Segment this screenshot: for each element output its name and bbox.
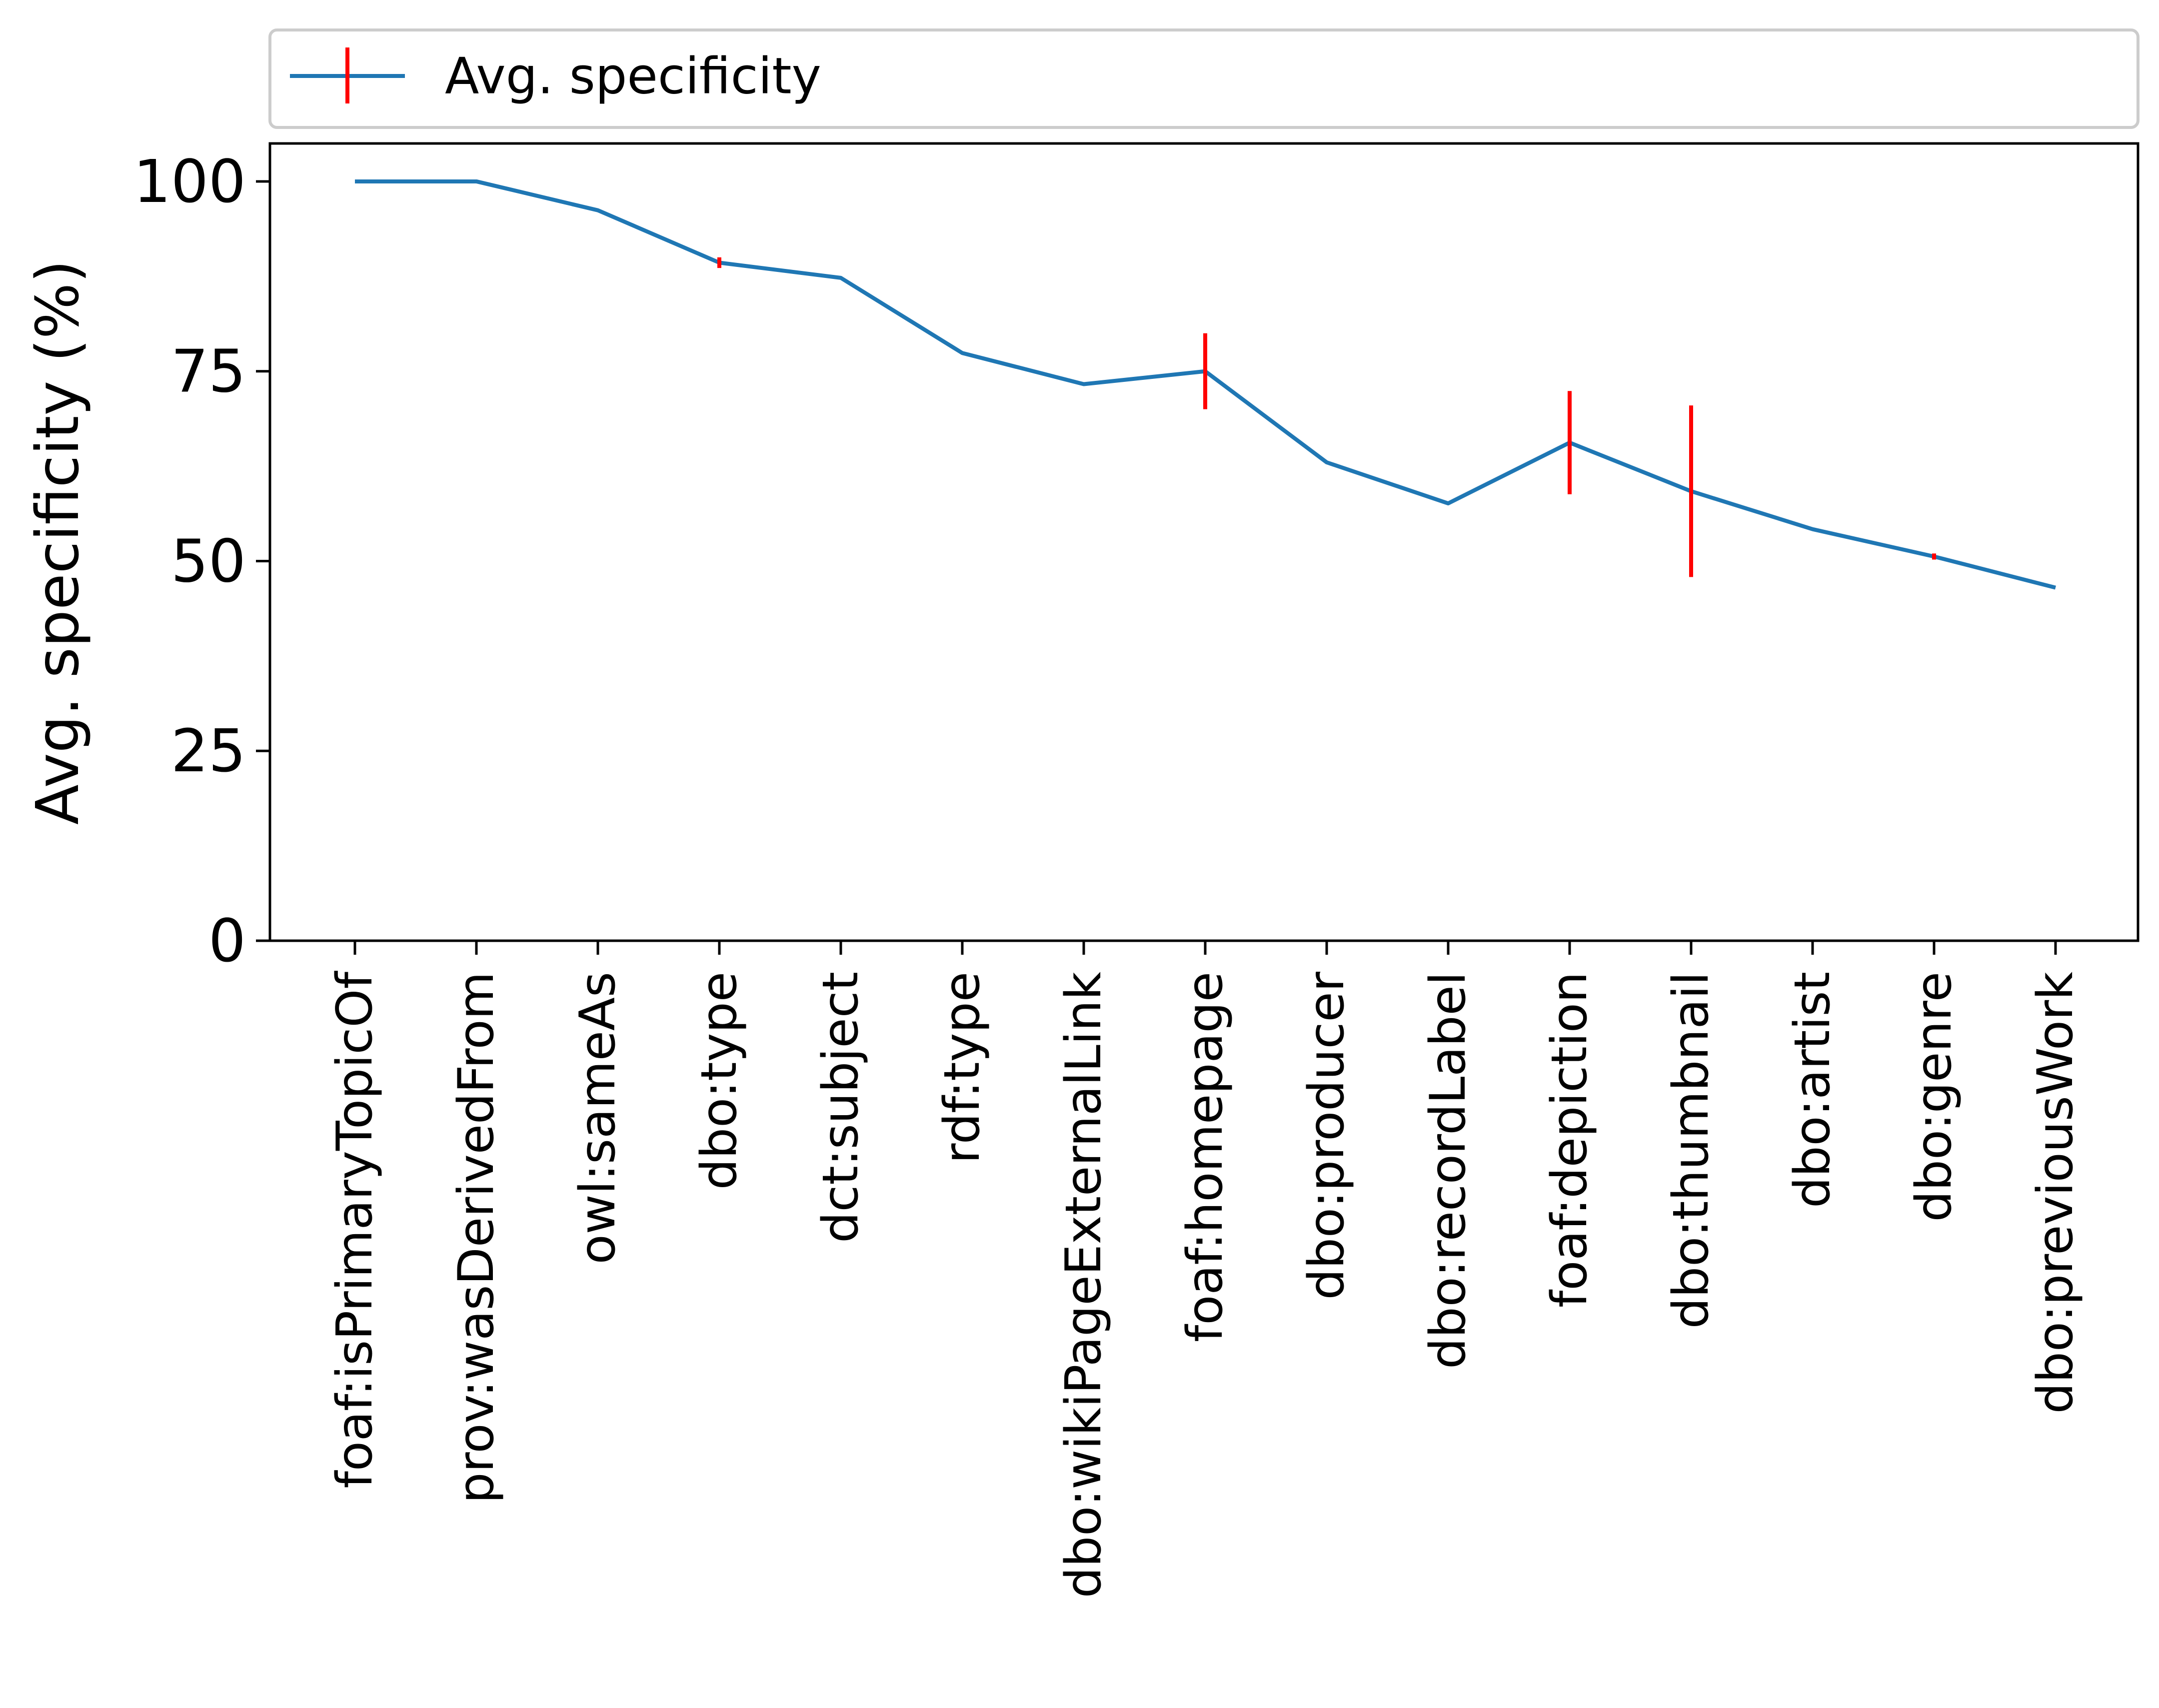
y-tick-label: 0 [208,906,246,975]
x-tick-label: foaf:isPrimaryTopicOf [326,971,383,1489]
y-tick-label: 100 [133,147,246,216]
x-tick-label: dbo:producer [1298,971,1355,1300]
legend-label: Avg. specificity [445,47,821,105]
y-tick-label: 25 [171,716,246,785]
x-tick-label: dbo:previousWork [2027,972,2084,1414]
x-tick-label: dct:subject [812,972,869,1243]
x-tick-label: dbo:artist [1784,972,1841,1208]
series-layer [354,179,2056,590]
x-tick-label: dbo:recordLabel [1420,972,1477,1369]
y-axis: 0 25 50 75 100 [133,147,270,975]
x-tick-label: dbo:wikiPageExternalLink [1055,972,1112,1599]
x-tick-label: foaf:homepage [1177,972,1234,1342]
legend-frame [268,28,2140,129]
x-tick-label: dbo:thumbnail [1663,972,1720,1329]
y-axis-label: Avg. specificity (%) [23,260,92,825]
y-tick-label: 75 [171,337,246,406]
x-tick-label: dbo:genre [1906,972,1963,1222]
x-tick-label: dbo:type [691,972,748,1190]
x-axis: foaf:isPrimaryTopicOf prov:wasDerivedFrom… [326,941,2084,1598]
y-tick-label: 50 [171,526,246,595]
x-tick-label: rdf:type [934,972,991,1164]
legend: Avg. specificity [268,28,2140,129]
x-tick-label: foaf:depiction [1541,972,1598,1308]
x-tick-label: owl:sameAs [569,972,626,1264]
x-tick-label: prov:wasDerivedFrom [448,972,505,1504]
